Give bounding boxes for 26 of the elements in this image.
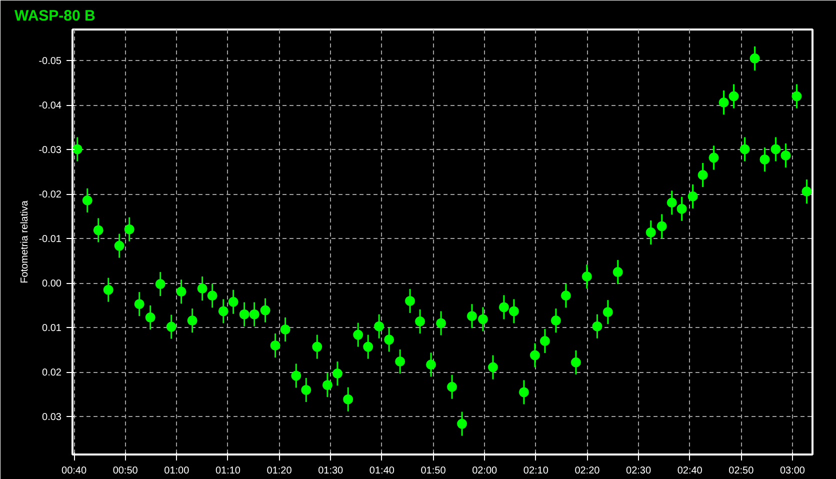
x-tick-label: 01:50 — [420, 466, 446, 476]
x-tick-label: 02:30 — [626, 466, 652, 476]
x-tick-label: 02:20 — [574, 466, 600, 476]
x-tick-label: 00:50 — [112, 466, 138, 476]
x-tick-label: 01:40 — [369, 466, 395, 476]
x-tick-label: 02:50 — [728, 466, 754, 476]
x-tick-label: 01:10 — [215, 466, 241, 476]
x-tick-label: 03:00 — [780, 466, 806, 476]
y-tick-label: -0.02 — [38, 190, 62, 201]
y-tick-label: 0.03 — [42, 412, 62, 424]
x-tick-label: 02:10 — [523, 466, 549, 476]
x-tick-label: 02:40 — [677, 466, 703, 476]
y-tick-label: 0.01 — [42, 323, 62, 334]
x-tick-label: 01:00 — [164, 466, 190, 476]
x-tick-label: 01:20 — [266, 466, 292, 476]
x-tick-label: 00:40 — [62, 466, 87, 476]
y-tick-label: 0.02 — [42, 368, 62, 379]
y-tick-label: -0.03 — [38, 145, 62, 156]
y-tick-label: -0.05 — [38, 56, 62, 68]
chart-title: WASP-80 B — [14, 8, 96, 24]
y-tick-label: -0.01 — [38, 234, 62, 246]
y-tick-label: -0.04 — [38, 100, 62, 112]
x-tick-label: 01:30 — [318, 466, 344, 476]
x-tick-label: 02:00 — [472, 466, 498, 476]
y-axis-title: Fotometria relativa — [20, 200, 31, 284]
y-tick-label: 0.00 — [42, 278, 62, 290]
